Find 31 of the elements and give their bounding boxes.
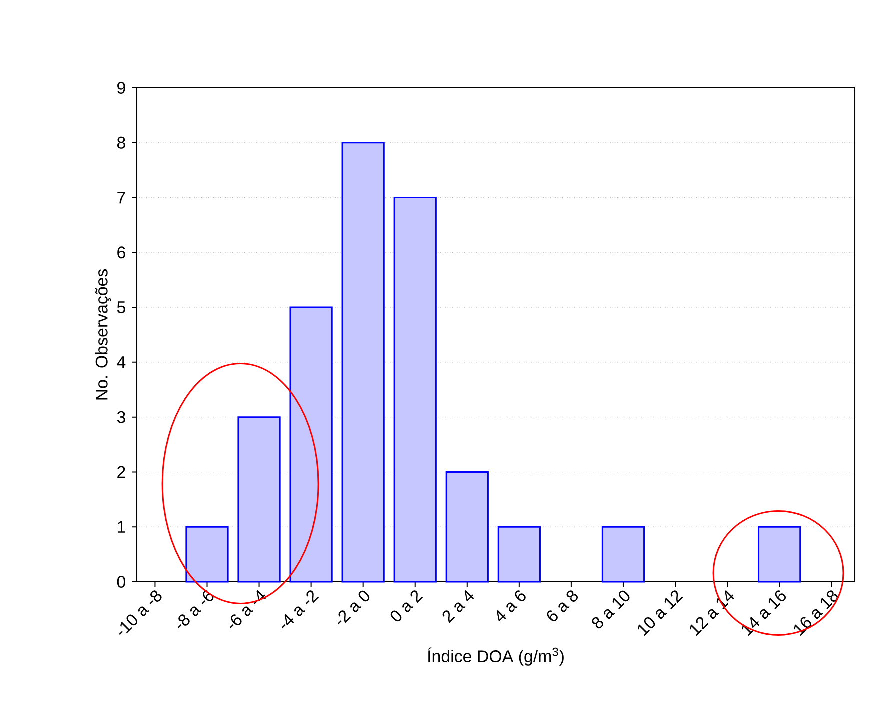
x-tick-label: 4 a 6 — [496, 590, 526, 622]
x-tick-label: -4 a -2 — [282, 590, 320, 628]
x-tick-label: 6 a 8 — [547, 590, 578, 622]
y-tick-label: 8 — [117, 136, 126, 149]
bar — [290, 306, 333, 583]
bar — [342, 142, 385, 583]
x-tick-label: 16 a 18 — [794, 590, 838, 636]
bar — [186, 526, 229, 583]
y-tick-label: 0 — [117, 576, 126, 588]
x-tick-label: 10 a 12 — [638, 590, 684, 636]
bar — [238, 416, 281, 583]
x-tick-label: 2 a 4 — [442, 590, 474, 624]
bar — [394, 197, 437, 583]
y-tick-label: 9 — [118, 82, 126, 94]
y-tick-label: 1 — [118, 521, 126, 533]
y-tick-label: 2 — [118, 466, 126, 478]
x-tick-label: -2 a 0 — [338, 590, 370, 624]
bar — [758, 526, 802, 583]
x-tick-label: 0 a 2 — [390, 590, 424, 622]
x-tick-label: -10 a -8 — [119, 590, 162, 636]
y-tick-label: 6 — [118, 246, 126, 259]
bar — [602, 526, 646, 583]
y-axis-title: No. Observações — [95, 269, 112, 400]
y-tick-label: 4 — [117, 356, 126, 368]
y-tick-label: 7 — [118, 192, 126, 204]
y-tick-label: 3 — [117, 411, 126, 424]
x-axis-title: Índice DOA (g/m$^{3}$) — [428, 648, 564, 666]
bar — [446, 471, 489, 583]
y-tick-label: 5 — [117, 302, 126, 314]
x-tick-label: 8 a 10 — [592, 590, 630, 629]
bar — [498, 526, 541, 583]
